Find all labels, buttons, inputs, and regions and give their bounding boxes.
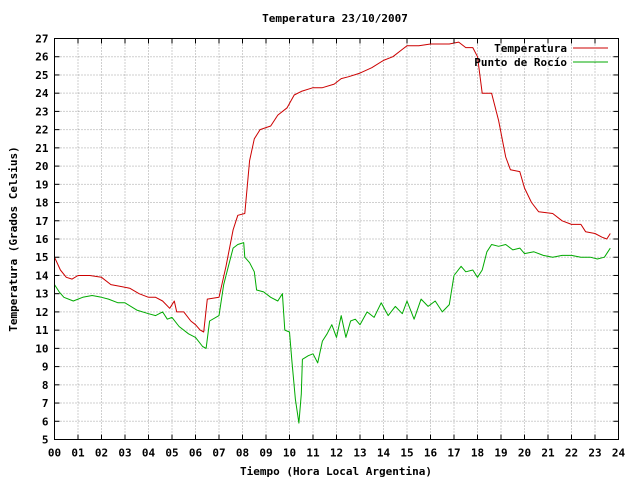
series-line-2 [54,242,611,424]
y-tick-label: 14 [35,269,49,282]
grid-lines [54,38,619,440]
x-tick-label: 22 [565,447,578,460]
y-tick-label: 21 [35,142,49,155]
x-tick-label: 11 [306,447,320,460]
x-tick-label: 23 [588,447,601,460]
x-axis-tick-labels: 00 01 02 03 04 05 06 07 08 09 10 11 12 13 14 15 16 17 18 19… [48,447,626,460]
x-tick-label: 03 [118,447,131,460]
y-tick-label: 26 [35,51,49,64]
y-tick-label: 23 [35,105,48,118]
y-tick-label: 13 [35,288,48,301]
y-tick-label: 5 [42,434,49,447]
series-group [54,41,611,424]
y-tick-label: 22 [35,124,48,137]
series-line-1 [54,41,611,333]
chart-title: Temperatura 23/10/2007 [262,12,408,25]
x-tick-label: 02 [95,447,108,460]
y-tick-label: 25 [35,69,48,82]
y-tick-label: 27 [35,33,48,46]
y-tick-label: 6 [42,415,49,428]
x-tick-label: 18 [471,447,484,460]
x-tick-label: 04 [142,447,156,460]
y-tick-label: 10 [35,342,48,355]
x-tick-label: 15 [400,447,413,460]
y-axis-tick-labels: 5 6 7 8 9 10 11 12 13 14 15 16 17 18 19 20 21 22 23 24 25 26 2… [35,33,49,447]
y-tick-label: 9 [42,361,49,374]
y-tick-label: 8 [42,379,49,392]
x-tick-label: 01 [71,447,85,460]
y-tick-label: 19 [35,178,48,191]
y-axis-label: Temperatura (Grados Celsius) [7,146,20,331]
legend-label-1: Temperatura [494,42,567,55]
y-tick-label: 15 [35,251,48,264]
axis-ticks [54,38,619,440]
x-tick-label: 20 [518,447,531,460]
x-tick-label: 10 [283,447,296,460]
x-tick-label: 08 [236,447,249,460]
x-tick-label: 09 [259,447,272,460]
x-tick-label: 07 [212,447,225,460]
y-tick-label: 16 [35,233,49,246]
y-tick-label: 20 [35,160,48,173]
legend-label-2: Punto de Rocío [474,56,567,69]
x-tick-label: 17 [447,447,460,460]
x-tick-label: 21 [541,447,555,460]
x-tick-label: 24 [612,447,626,460]
x-tick-label: 13 [353,447,366,460]
y-tick-label: 24 [35,87,49,100]
y-tick-label: 18 [35,197,48,210]
x-axis-label: Tiempo (Hora Local Argentina) [240,465,432,478]
x-tick-label: 14 [377,447,391,460]
y-tick-label: 17 [35,215,48,228]
x-tick-label: 05 [165,447,178,460]
y-tick-label: 12 [35,306,48,319]
y-tick-label: 11 [35,324,49,337]
y-tick-label: 7 [42,397,49,410]
x-tick-label: 06 [189,447,203,460]
x-tick-label: 19 [494,447,507,460]
x-tick-label: 16 [424,447,438,460]
x-tick-label: 00 [48,447,61,460]
x-tick-label: 12 [330,447,343,460]
